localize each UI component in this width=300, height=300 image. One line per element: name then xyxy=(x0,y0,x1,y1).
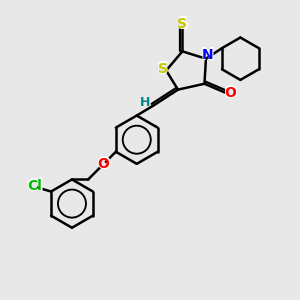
Text: S: S xyxy=(177,17,188,31)
Text: Cl: Cl xyxy=(26,177,44,195)
Text: S: S xyxy=(157,60,169,78)
Text: S: S xyxy=(158,62,168,76)
Text: N: N xyxy=(202,48,213,62)
Text: N: N xyxy=(200,46,214,64)
Text: O: O xyxy=(224,85,236,100)
Text: O: O xyxy=(96,155,111,173)
Text: O: O xyxy=(223,84,238,102)
Text: H: H xyxy=(140,96,150,110)
Text: Cl: Cl xyxy=(27,179,42,193)
Text: S: S xyxy=(176,15,188,33)
Text: O: O xyxy=(98,157,110,171)
